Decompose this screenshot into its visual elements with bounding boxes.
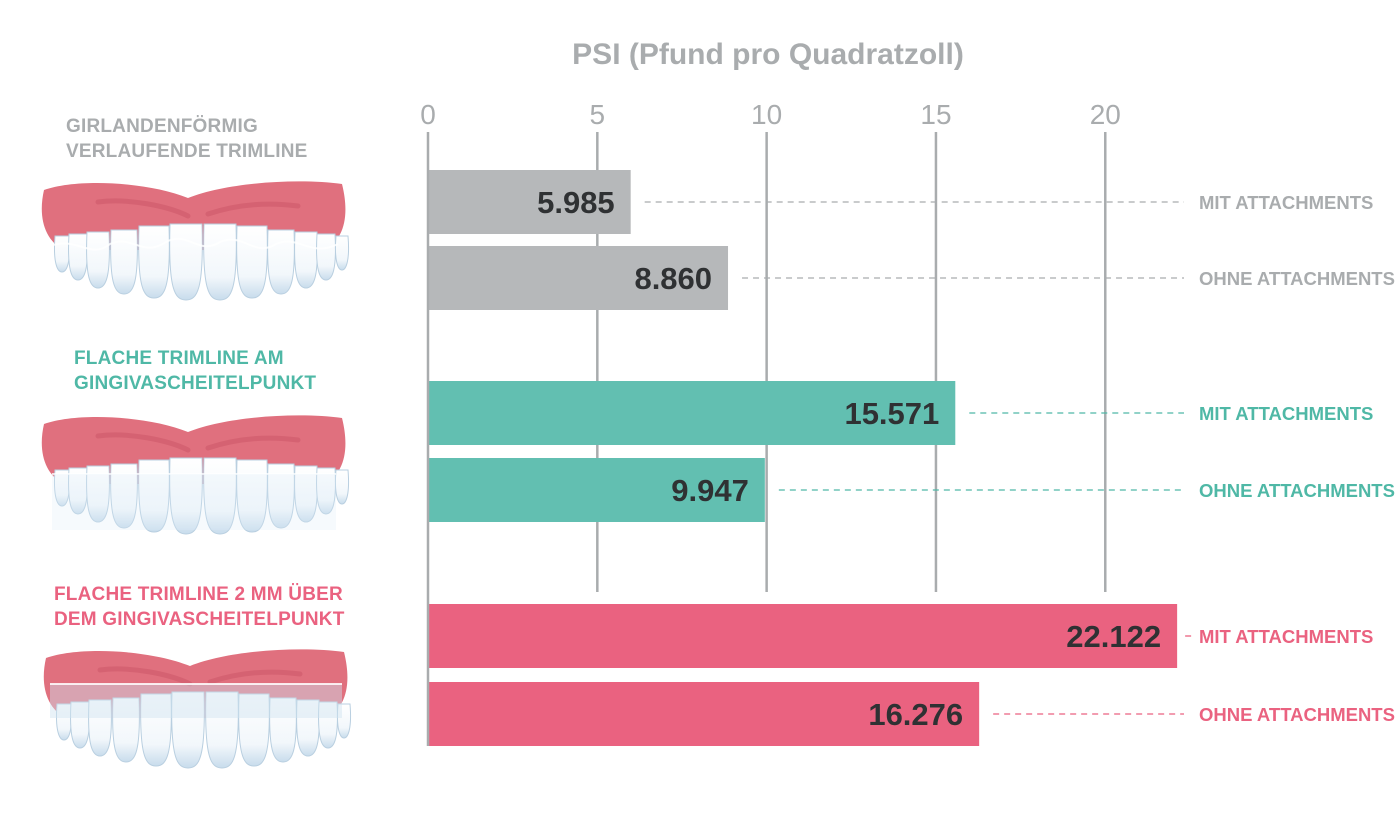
tooth (86, 465, 110, 523)
tooth (238, 693, 270, 767)
tooth (140, 693, 172, 767)
gum-crease (95, 198, 301, 219)
gum-crease (97, 666, 303, 687)
x-axis-ticks: 0 5 10 15 20 (420, 99, 1121, 130)
tooth (335, 469, 349, 505)
group-label-flat-trimline: FLACHE TRIMLINE AM GINGIVASCHEITELPUNKT (74, 348, 317, 394)
chart-title: PSI (Pfund pro Quadratzoll) (572, 38, 964, 71)
group-label-scalloped-trimline: GIRLANDENFÖRMIG VERLAUFENDE TRIMLINE (66, 116, 308, 162)
bar-group2-mit-attachments (428, 381, 956, 445)
bar-value-label: 8.860 (634, 261, 712, 296)
series-label-ohne-attachments: OHNE ATTACHMENTS (1199, 268, 1395, 289)
bar-value-label: 22.122 (1066, 619, 1161, 654)
tooth (88, 699, 112, 757)
teeth-flat-trimline-2mm-illustration (43, 649, 351, 769)
tooth (203, 223, 237, 301)
tooth (68, 233, 88, 281)
tooth (267, 229, 295, 295)
series-label-ohne-attachments: OHNE ATTACHMENTS (1199, 704, 1395, 725)
x-tick-label: 10 (751, 99, 782, 130)
series-labels: MIT ATTACHMENTS OHNE ATTACHMENTS MIT ATTAC… (1199, 192, 1395, 725)
tooth (205, 691, 239, 769)
tooth (138, 225, 170, 299)
tooth (203, 457, 237, 535)
tooth (236, 225, 268, 299)
gum-crease (95, 432, 301, 453)
bar-group3-ohne-attachments (428, 682, 980, 746)
grid-lines (596, 132, 1107, 592)
bar-group3-mit-attachments (428, 604, 1178, 668)
x-tick-label: 20 (1090, 99, 1121, 130)
tooth (236, 459, 268, 533)
teeth-flat-trimline-illustration (41, 415, 349, 535)
tooth (110, 463, 138, 529)
x-tick-label: 5 (590, 99, 606, 130)
aligner-overlay (50, 684, 342, 718)
tooth (112, 697, 140, 763)
leader-lines (644, 201, 1192, 715)
aligner-overlay (52, 474, 336, 530)
bar-group2-ohne-attachments (428, 458, 765, 522)
tooth (54, 235, 70, 273)
group-label-flat-trimline-2mm: FLACHE TRIMLINE 2 MM ÜBER DEM GINGIVASCH… (54, 584, 345, 630)
x-tick-label: 0 (420, 99, 436, 130)
tooth (169, 223, 203, 301)
tooth (171, 691, 205, 769)
series-label-mit-attachments: MIT ATTACHMENTS (1199, 626, 1373, 647)
tooth (337, 703, 351, 739)
tooth (110, 229, 138, 295)
bar-group1-ohne-attachments (428, 246, 729, 310)
tooth (316, 233, 336, 281)
bar-value-label: 15.571 (844, 396, 939, 431)
series-label-mit-attachments: MIT ATTACHMENTS (1199, 192, 1373, 213)
x-tick-label: 15 (920, 99, 951, 130)
scalloped-trimline (49, 237, 339, 251)
tooth (335, 235, 349, 271)
bar-group1-mit-attachments (428, 170, 631, 234)
bar-value-label: 5.985 (537, 185, 615, 220)
tooth (138, 459, 170, 533)
bar-value-label: 9.947 (671, 473, 749, 508)
series-label-ohne-attachments: OHNE ATTACHMENTS (1199, 480, 1395, 501)
tooth (86, 231, 110, 289)
tooth (294, 231, 318, 289)
bar-value-label: 16.276 (868, 697, 963, 732)
teeth-scalloped-trimline-illustration (41, 181, 349, 301)
bars: 5.985 8.860 15.571 9.947 22.122 16.276 (428, 170, 1178, 746)
tooth (169, 457, 203, 535)
series-label-mit-attachments: MIT ATTACHMENTS (1199, 403, 1373, 424)
